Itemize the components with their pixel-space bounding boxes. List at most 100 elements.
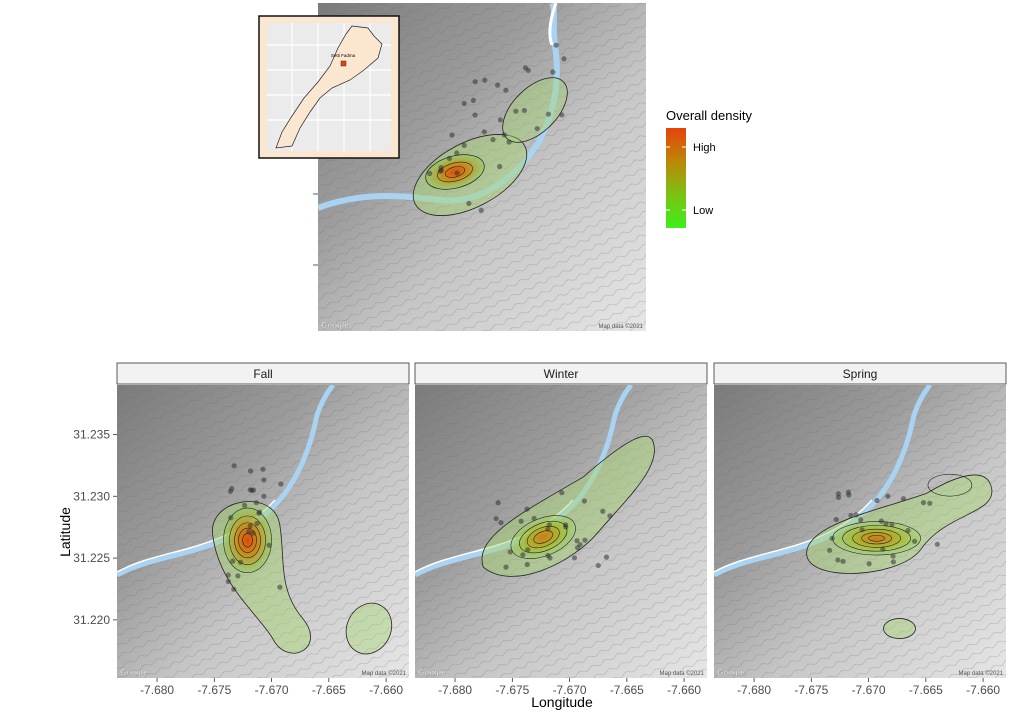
observation-point — [231, 586, 237, 592]
observation-point — [253, 500, 259, 506]
observation-point — [494, 82, 501, 88]
observation-points — [827, 489, 940, 567]
observation-point — [885, 493, 891, 499]
observation-point — [545, 526, 551, 532]
google-logo: Google — [120, 668, 148, 677]
study-site-marker — [340, 60, 347, 67]
observation-point — [835, 494, 842, 500]
x-tick-label: -7.680 — [140, 683, 174, 697]
google-logo: Google — [418, 668, 446, 677]
river — [117, 385, 335, 578]
observation-point — [880, 546, 886, 552]
x-tick-label: -7.665 — [312, 683, 346, 697]
observation-point — [827, 547, 833, 553]
observation-point — [833, 516, 839, 523]
observation-point — [859, 527, 865, 533]
x-tick-label: -7.660 — [966, 683, 1000, 697]
observation-point — [478, 207, 484, 213]
observation-point — [890, 559, 896, 565]
observation-point — [582, 537, 588, 543]
river — [415, 385, 633, 578]
observation-point — [497, 163, 503, 170]
x-tick-label: -7.670 — [255, 683, 289, 697]
observation-point — [878, 518, 884, 524]
observation-point — [559, 112, 565, 118]
observation-point — [497, 117, 503, 123]
observation-point — [525, 67, 531, 73]
x-tick-label: -7.680 — [438, 683, 472, 697]
observation-point — [835, 491, 842, 497]
legend-colorbar — [666, 128, 686, 228]
observation-point — [461, 100, 467, 107]
morocco-outline — [275, 25, 383, 149]
observation-point — [231, 463, 237, 469]
density-outer-ne — [502, 77, 568, 143]
map-credit: Map data ©2021 — [362, 670, 407, 677]
road — [548, 3, 558, 46]
observation-point — [853, 512, 859, 518]
observation-point — [472, 112, 478, 118]
observation-point — [934, 541, 940, 547]
observation-point — [229, 486, 235, 492]
observation-point — [225, 578, 231, 584]
observation-point — [607, 513, 613, 519]
observation-point — [470, 97, 476, 104]
facet-strip — [414, 362, 708, 385]
observation-point — [595, 562, 601, 569]
facet-label: Winter — [544, 367, 579, 381]
seasonal-facets: Fall Google Map data ©2021 -7.680 -7.675 -7.6… — [116, 362, 1007, 697]
observation-point — [230, 558, 236, 564]
observation-point — [577, 541, 583, 548]
x-tick-label: -7.670 — [852, 683, 886, 697]
observation-point — [246, 529, 252, 535]
y-axis: 31.235 31.230 31.225 31.220 — [73, 427, 117, 627]
observation-point — [449, 132, 455, 138]
observation-point — [845, 489, 851, 495]
x-tick-label: -7.675 — [495, 683, 529, 697]
google-logo: Google — [321, 321, 349, 330]
observation-point — [472, 79, 478, 85]
observation-points — [427, 42, 567, 213]
map-credit: Map data ©2021 — [599, 323, 644, 330]
observation-point — [277, 584, 283, 590]
observation-point — [858, 517, 864, 523]
x-tick-label: -7.680 — [737, 683, 771, 697]
y-tick-label: 31.220 — [73, 613, 110, 627]
observation-point — [550, 69, 556, 75]
observation-point — [238, 559, 244, 565]
observation-point — [482, 77, 488, 83]
legend-low-label: Low — [693, 205, 713, 217]
observation-point — [553, 42, 559, 48]
observation-point — [235, 573, 241, 579]
observation-point — [521, 107, 527, 114]
observation-point — [257, 509, 263, 515]
observation-point — [848, 512, 854, 519]
observation-point — [531, 515, 537, 521]
observation-point — [493, 515, 499, 522]
facet-fall: Fall Google Map data ©2021 -7.680 -7.675 -7.6… — [116, 362, 410, 697]
facet-label: Spring — [843, 367, 878, 381]
observation-point — [840, 558, 846, 564]
observation-point — [228, 515, 234, 521]
observation-point — [835, 557, 841, 563]
y-tick-label: 31.230 — [73, 489, 110, 503]
top-map: Google Map data ©2021 Setti Fadma Overal… — [258, 3, 752, 331]
x-tick-label: -7.660 — [369, 683, 403, 697]
river — [318, 3, 560, 211]
observation-point — [900, 496, 907, 502]
x-tick-label: -7.675 — [794, 683, 828, 697]
observation-point — [438, 165, 444, 171]
observation-point — [249, 487, 255, 493]
observation-point — [866, 561, 872, 567]
observation-point — [266, 542, 272, 548]
legend-high-label: High — [693, 142, 716, 154]
legend-title: Overall density — [666, 108, 752, 123]
observation-point — [461, 142, 467, 148]
x-tick-label: -7.660 — [667, 683, 701, 697]
observation-point — [501, 132, 507, 138]
observation-point — [495, 500, 501, 506]
observation-point — [261, 493, 267, 499]
observation-point — [454, 150, 460, 156]
observation-point — [912, 538, 918, 544]
